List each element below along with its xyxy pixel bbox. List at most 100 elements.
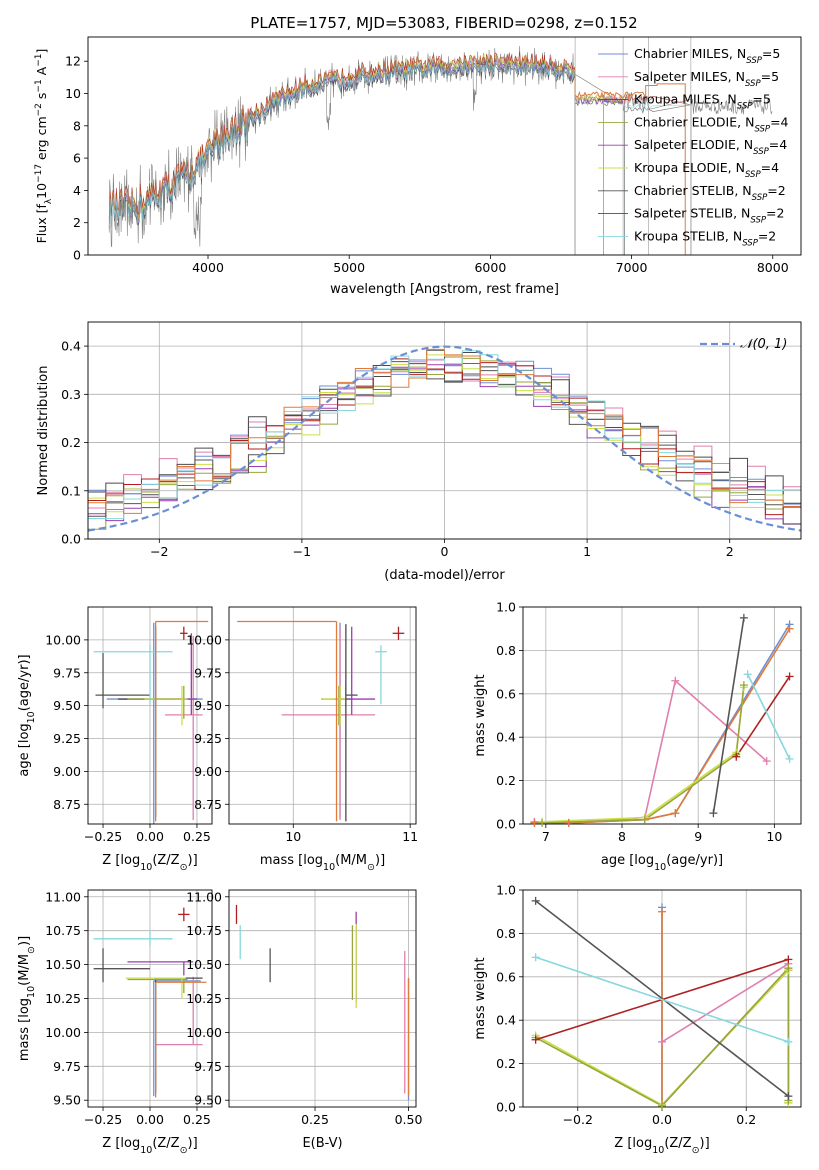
y-tick-label: 9.75 <box>53 665 81 680</box>
x-axis-label: E(B-V) <box>302 1136 342 1151</box>
label-part: age [log <box>17 723 32 776</box>
errorbar-point <box>127 961 194 976</box>
x-axis-label: wavelength [Angstrom, rest frame] <box>330 282 559 297</box>
weight-line-Chabrier_STELIB <box>712 617 745 814</box>
axes-frame <box>87 889 213 1108</box>
y-tick-label: 10.00 <box>45 1025 81 1040</box>
legend-sub: SSP <box>750 216 766 226</box>
legend-tail: =2 <box>758 228 776 243</box>
label-part: )] <box>188 853 198 868</box>
label-part: Z [log <box>102 1136 140 1151</box>
weight-line-Chabrier_STELIB <box>535 900 789 1097</box>
weight-line-Salpeter_MILES <box>661 963 789 1043</box>
panel-mass_vs_Z: −0.25 0.00 0.25 9.50 9.75 10.00 10.25 10.50 10.7… <box>17 889 213 1156</box>
label-part: 10 <box>654 862 666 873</box>
series-orange-model <box>574 74 691 255</box>
panels: 4000 5000 6000 7000 8000024681012wavelength … <box>17 36 802 1156</box>
axes-frame <box>522 606 802 825</box>
y-tick-label: 12 <box>65 54 81 69</box>
legend-text: Kroupa ELODIE, N <box>634 160 745 175</box>
errorbar-point <box>155 976 203 1046</box>
legend-tail: =4 <box>770 114 788 129</box>
legend-sub: SSP <box>754 124 770 134</box>
label-part: s <box>34 93 49 104</box>
axes-frame <box>228 889 417 1108</box>
x-tick-label: 1 <box>583 544 591 559</box>
y-tick-label: 10.00 <box>45 632 81 647</box>
x-axis-label: Z [log10(Z/Z⊙)] <box>614 1136 709 1156</box>
legend-tail: =5 <box>762 46 780 61</box>
legend-entry: Chabrier ELODIE, NSSP=4 <box>634 114 789 134</box>
axes-frame <box>228 606 417 825</box>
label-part: 10 <box>140 1145 152 1156</box>
y-tick-label: 10.50 <box>186 957 222 972</box>
errorbar-point <box>392 626 405 640</box>
label-part: −17 <box>34 164 44 183</box>
x-tick-label: −1 <box>293 544 311 559</box>
errorbar-point <box>281 626 376 821</box>
y-tick-label: 9.50 <box>53 1093 81 1108</box>
label-part: )] <box>375 853 385 868</box>
errorbar-point <box>322 685 346 726</box>
y-axis-label: mass weight <box>473 674 488 756</box>
x-tick-label: 11 <box>402 829 418 844</box>
legend-text: Salpeter ELODIE, N <box>634 137 753 152</box>
y-tick-label: 0.3 <box>61 387 81 402</box>
label-part: (Z/Z <box>664 1136 691 1151</box>
errorbar-point <box>154 620 209 822</box>
series-Chabrier_MILES <box>108 57 624 255</box>
x-tick-label: −0.25 <box>84 829 122 844</box>
x-tick-label: 8 <box>618 829 626 844</box>
label-part: (Z/Z <box>152 853 179 868</box>
legend-entry: Salpeter STELIB, NSSP=2 <box>634 206 784 226</box>
label-part: ⊙ <box>180 862 188 873</box>
weight-line-Chabrier_ELODIE <box>542 685 745 824</box>
errorbar-point <box>106 622 203 824</box>
x-tick-label: −0.2 <box>563 1112 593 1127</box>
y-tick-label: 0.2 <box>496 773 516 788</box>
label-part: 10 <box>140 862 152 873</box>
y-tick-label: 9.25 <box>53 731 81 746</box>
legend-text: Salpeter MILES, N <box>634 69 745 84</box>
label-part: (age/yr)] <box>666 853 723 868</box>
y-tick-label: 11.00 <box>45 889 81 904</box>
label-part: ⊙ <box>692 1145 700 1156</box>
errorbar-point <box>127 978 188 994</box>
x-tick-label: 6000 <box>474 260 506 275</box>
y-tick-label: 1.0 <box>496 883 516 898</box>
legend-entry: Kroupa STELIB, NSSP=2 <box>634 228 776 248</box>
legend-tail: =2 <box>766 206 784 221</box>
panel-weight_vs_age: 7 8 9 10 0.0 0.2 0.4 0.6 0.8 1.0 mass weight age [l… <box>473 600 802 873</box>
legend-entry: Salpeter MILES, NSSP=5 <box>634 69 779 89</box>
label-part: erg cm <box>34 116 49 164</box>
legend-sub: SSP <box>752 193 768 203</box>
y-tick-label: 0.6 <box>496 686 516 701</box>
y-tick-label: 10.00 <box>186 632 222 647</box>
legend-text: Kroupa STELIB, N <box>634 228 742 243</box>
y-tick-label: 10.00 <box>186 1025 222 1040</box>
legend-tail: =4 <box>769 137 787 152</box>
weight-line-Chabrier_ELODIE <box>535 966 790 1107</box>
x-axis-label: (data-model)/error <box>384 568 505 583</box>
legend-entry: 𝒩(0, 1) <box>740 337 787 352</box>
x-axis-label: mass [log10(M/M⊙)] <box>260 853 385 873</box>
series-Salpeter_STELIB <box>108 51 692 255</box>
y-tick-label: 4 <box>73 183 81 198</box>
label-part: (M/M <box>17 954 32 986</box>
label-part: λ <box>44 198 54 204</box>
x-tick-label: 7 <box>542 829 550 844</box>
label-part: 10 <box>26 986 37 998</box>
label-part: ] <box>34 49 49 54</box>
legend-sub: SSP <box>753 147 769 157</box>
y-tick-label: 8.75 <box>194 797 222 812</box>
series-Kroupa_STELIB <box>108 61 692 255</box>
label-part: )] <box>700 1136 710 1151</box>
x-tick-label: 0.25 <box>301 1112 329 1127</box>
x-tick-label: 0 <box>441 544 449 559</box>
label-part: −2 <box>34 103 44 116</box>
x-tick-label: 0.25 <box>183 1112 211 1127</box>
y-tick-label: 9.50 <box>194 698 222 713</box>
legend-text: Chabrier MILES, N <box>634 46 746 61</box>
